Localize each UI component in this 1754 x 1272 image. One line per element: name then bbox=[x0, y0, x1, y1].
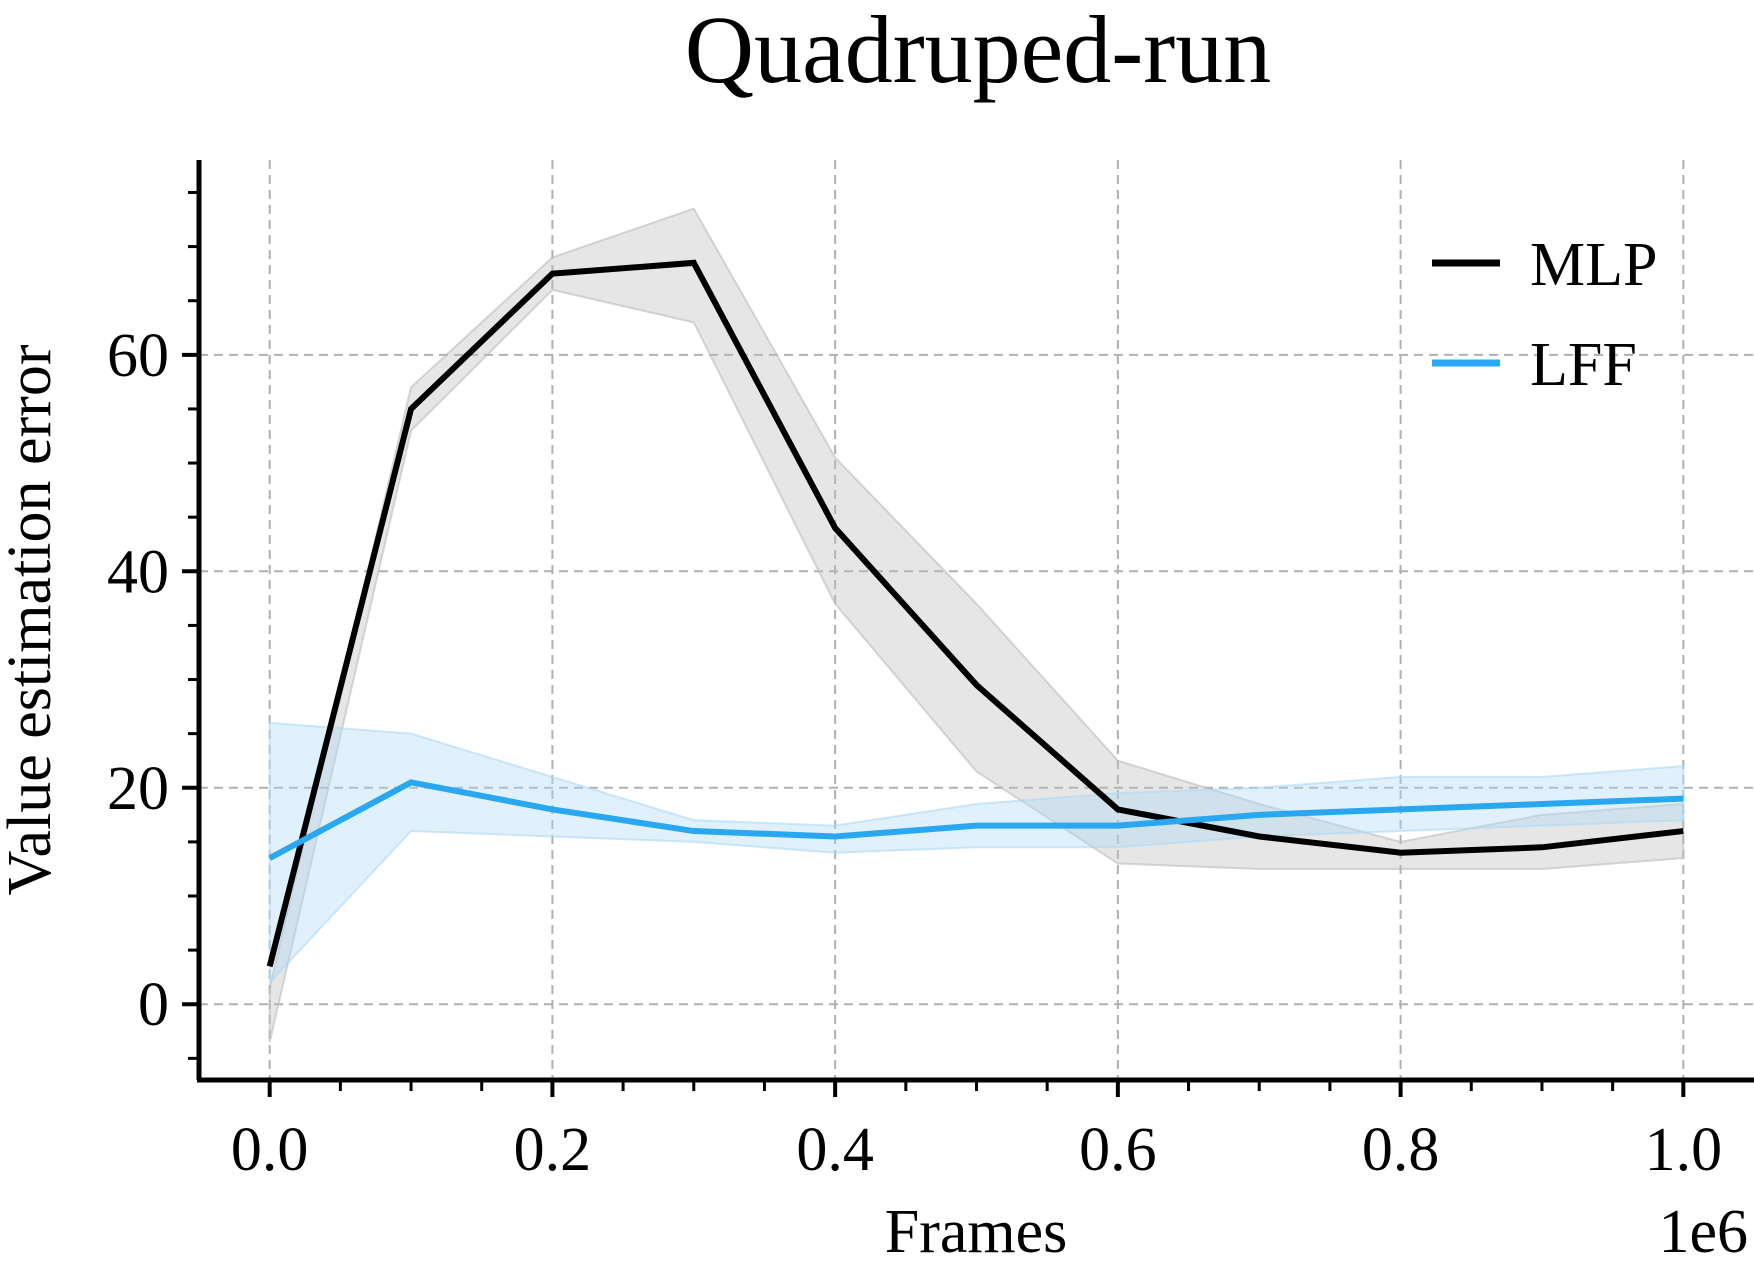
x-tick-label: 1.0 bbox=[1645, 1116, 1723, 1184]
legend-label-mlp: MLP bbox=[1530, 231, 1657, 299]
legend: MLP LFF bbox=[1432, 231, 1657, 399]
legend-label-lff: LFF bbox=[1530, 331, 1637, 399]
grid-lines bbox=[199, 160, 1754, 1080]
x-tick-label: 0.6 bbox=[1079, 1116, 1157, 1184]
x-tick-label: 0.4 bbox=[796, 1116, 874, 1184]
y-tick-label: 0 bbox=[138, 971, 169, 1039]
line-mlp bbox=[266, 259, 1684, 968]
chart-title: Quadruped-run bbox=[685, 0, 1271, 103]
y-axis-ticks: 0 20 40 60 bbox=[107, 190, 199, 1060]
x-tick-label: 0.0 bbox=[231, 1116, 309, 1184]
line-lff bbox=[268, 779, 1684, 861]
x-axis-ticks: 0.0 0.2 0.4 0.6 0.8 1.0 bbox=[231, 1080, 1722, 1184]
confidence-bands bbox=[268, 207, 1685, 1043]
x-tick-label: 0.2 bbox=[514, 1116, 592, 1184]
x-axis-offset-text: 1e6 bbox=[1658, 1198, 1748, 1266]
band-mlp bbox=[268, 207, 1685, 1043]
y-axis-label: Value estimation error bbox=[0, 344, 64, 895]
band-lff bbox=[268, 721, 1685, 986]
x-tick-label: 0.8 bbox=[1362, 1116, 1440, 1184]
x-axis-label: Frames bbox=[885, 1198, 1068, 1266]
y-tick-label: 60 bbox=[107, 322, 169, 390]
y-tick-label: 40 bbox=[107, 538, 169, 606]
y-tick-label: 20 bbox=[107, 755, 169, 823]
series-lines bbox=[266, 259, 1684, 968]
